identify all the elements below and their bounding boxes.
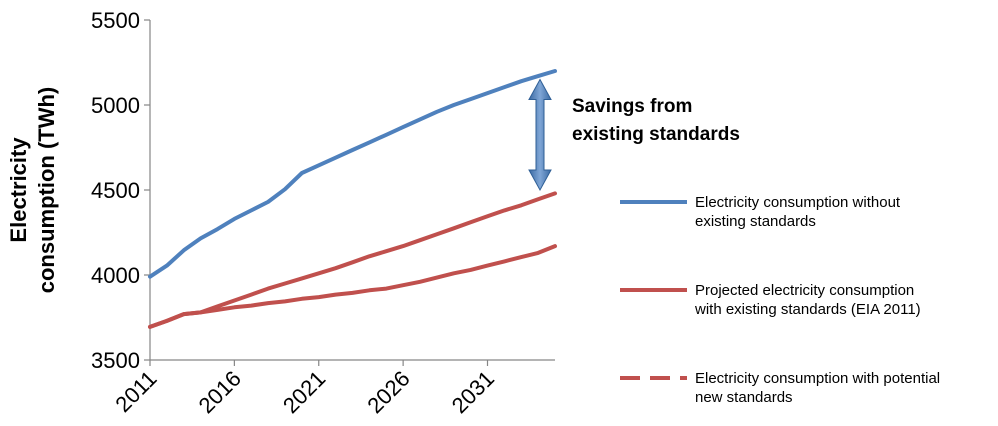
- y-tick-label: 5500: [91, 8, 140, 33]
- series-line-2: [148, 191, 557, 329]
- x-tick-label: 2016: [194, 366, 246, 418]
- annotation: Savings from existing standards: [528, 78, 740, 192]
- legend: Electricity consumption without existing …: [620, 194, 940, 406]
- y-axis-label-line-1: Electricity: [6, 137, 31, 243]
- x-tick-label: 2031: [447, 366, 499, 418]
- savings-double-arrow: [528, 78, 552, 192]
- series-group: [148, 69, 557, 329]
- series-line-3: [148, 244, 557, 329]
- series-line-1: [148, 69, 557, 279]
- y-axis-label: Electricity consumption (TWh): [6, 87, 59, 294]
- y-ticks: 3500 4000 4500 5000 5500: [91, 8, 150, 373]
- savings-annotation-text: existing standards: [572, 124, 740, 145]
- legend-label-1: existing standards: [695, 213, 816, 230]
- x-tick-label: 2026: [362, 366, 414, 418]
- x-tick-label: 2021: [278, 366, 330, 418]
- y-tick-label: 3500: [91, 348, 140, 373]
- y-tick-label: 4000: [91, 263, 140, 288]
- savings-annotation-text: Savings from: [572, 96, 692, 117]
- legend-label-3: new standards: [695, 389, 793, 406]
- legend-label-1: Electricity consumption without: [695, 194, 901, 211]
- legend-label-2: Projected electricity consumption: [695, 282, 914, 299]
- x-ticks: 2011 2016 2021 2026 2031: [110, 360, 499, 418]
- y-axis-label-line-2: consumption (TWh): [34, 87, 59, 294]
- y-tick-label: 5000: [91, 93, 140, 118]
- x-tick-label: 2011: [110, 366, 161, 417]
- legend-label-3: Electricity consumption with potential: [695, 370, 940, 387]
- y-tick-label: 4500: [91, 178, 140, 203]
- legend-label-2: with existing standards (EIA 2011): [694, 301, 921, 318]
